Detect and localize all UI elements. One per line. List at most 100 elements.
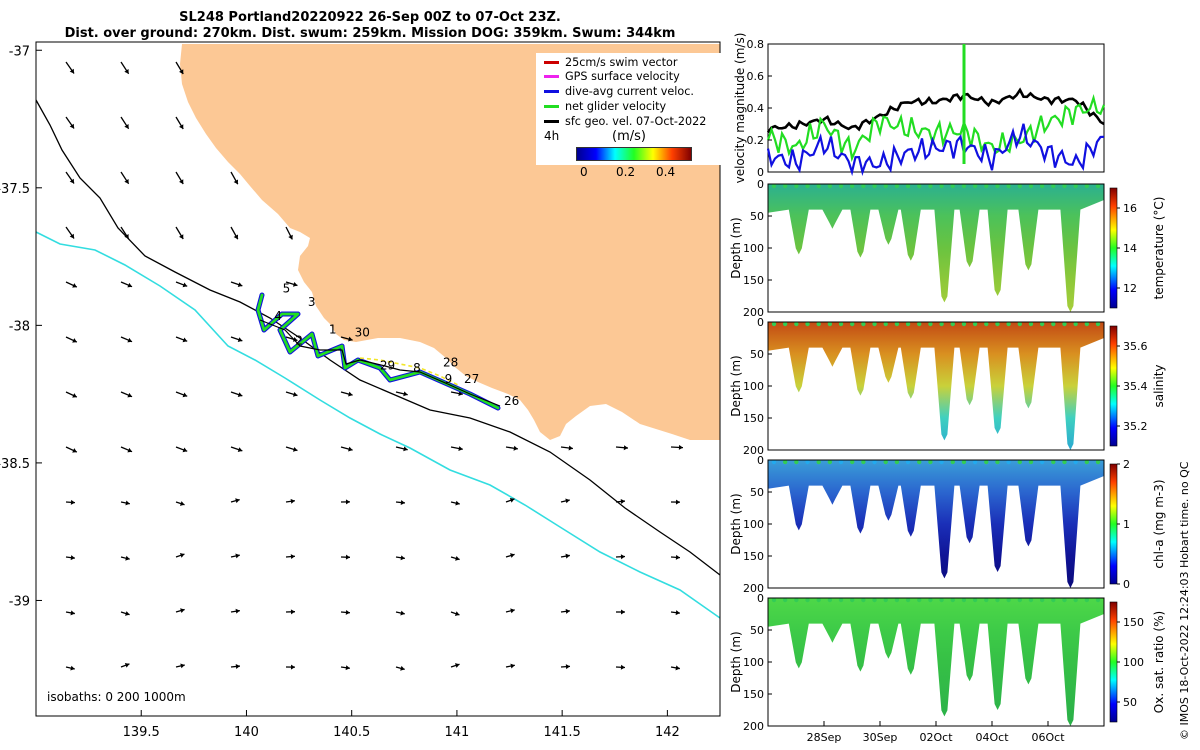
surface-sample xyxy=(984,321,989,327)
surface-sample xyxy=(850,183,855,189)
surface-sample xyxy=(1028,183,1034,189)
track-label: 30 xyxy=(355,325,370,339)
surface-sample xyxy=(961,321,967,327)
velocity-vector-head xyxy=(292,391,298,397)
section-panel: 0 50 100 150 200 Depth (m) 12 14 16 temperature (… xyxy=(729,178,1166,319)
figure-title-line1: SL248 Portland20220922 26-Sep 00Z to 07-… xyxy=(179,10,561,25)
velocity-vector-head xyxy=(127,447,133,453)
velocity-vector-head xyxy=(237,392,243,397)
surface-sample xyxy=(794,459,799,465)
velocity-vector-head xyxy=(127,337,133,343)
date-tick-label: 28Sep xyxy=(807,731,842,744)
surface-sample xyxy=(1006,459,1011,465)
depth-tick-label: 150 xyxy=(743,412,764,425)
velocity-vector-head xyxy=(348,336,353,342)
surface-sample xyxy=(1006,597,1011,603)
depth-tick-label: 100 xyxy=(743,242,764,255)
surface-sample xyxy=(1006,321,1011,327)
velocity-series-line xyxy=(766,93,1106,163)
surface-sample xyxy=(1073,459,1078,465)
velocity-vector-head xyxy=(182,392,188,398)
velocity-vector-head xyxy=(510,608,515,614)
legend-label: net glider velocity xyxy=(565,99,667,113)
velocity-vector-head xyxy=(675,665,680,671)
colorbar-tick-label: 14 xyxy=(1123,242,1137,255)
velocity-panel: 0 0.2 0.4 0.6 0.8 velocity magnitude (m/s) xyxy=(733,33,1106,184)
velocity-vector-head xyxy=(70,610,75,616)
colorbar-label: temperature (°C) xyxy=(1152,197,1166,300)
velocity-vector-head xyxy=(345,609,350,615)
map-ytick-label: -39 xyxy=(9,594,30,609)
surface-sample xyxy=(838,459,844,465)
surface-sample xyxy=(827,459,833,465)
surface-sample xyxy=(1051,597,1056,603)
velocity-vector-head xyxy=(125,555,130,561)
surface-sample xyxy=(883,183,888,189)
velocity-vector-head xyxy=(179,501,185,506)
velocity-ylabel: velocity magnitude (m/s) xyxy=(733,33,747,184)
velocity-vector-head xyxy=(235,553,240,559)
surface-sample xyxy=(995,597,1000,603)
surface-sample xyxy=(928,459,933,465)
velocity-vector-head xyxy=(70,665,75,671)
velocity-vector-head xyxy=(345,665,350,671)
surface-sample xyxy=(850,321,855,327)
depth-tick-label: 0 xyxy=(757,316,764,329)
velocity-vector-head xyxy=(179,69,184,75)
map-xtick-label: 141.5 xyxy=(544,725,581,740)
section-data-fill xyxy=(768,322,1104,450)
depth-tick-label: 100 xyxy=(743,518,764,531)
legend-label: sfc geo. vel. 07-Oct-2022 xyxy=(565,114,707,128)
depth-tick-label: 200 xyxy=(743,444,764,457)
surface-sample xyxy=(816,459,821,465)
velocity-vector-head xyxy=(675,610,680,616)
track-label: 8 xyxy=(413,361,421,375)
surface-sample xyxy=(1017,459,1022,465)
surface-sample xyxy=(1017,321,1022,327)
surface-sample xyxy=(1073,597,1078,603)
date-tick-label: 06Oct xyxy=(1031,731,1065,744)
velocity-vector-head xyxy=(400,555,405,561)
colorbar-label: salinity xyxy=(1152,364,1166,407)
velocity-vector-head xyxy=(675,554,680,560)
velocity-vector-head xyxy=(235,498,240,504)
date-tick-label: 02Oct xyxy=(919,731,953,744)
surface-sample xyxy=(782,597,788,603)
surface-sample xyxy=(984,597,989,603)
velocity-vector-head xyxy=(620,498,625,504)
surface-sample xyxy=(1095,597,1101,603)
velocity-ytick-label: 0.8 xyxy=(747,38,765,51)
surface-sample xyxy=(894,321,900,327)
track-day-labels: 5 3 4 1 30 2 29 8 28 9 27 26 xyxy=(274,281,519,408)
depth-tick-label: 50 xyxy=(750,486,764,499)
velocity-vector-head xyxy=(455,555,460,561)
surface-sample xyxy=(905,183,911,189)
depth-tick-label: 150 xyxy=(743,688,764,701)
velocity-vector-head xyxy=(510,663,515,669)
section-ylabel: Depth (m) xyxy=(729,355,743,416)
legend-item: dive-avg current veloc. xyxy=(544,84,694,98)
surface-sample xyxy=(972,597,978,603)
surface-sample xyxy=(928,183,933,189)
depth-tick-label: 50 xyxy=(750,348,764,361)
surface-sample xyxy=(995,183,1000,189)
velocity-vector-head xyxy=(290,498,295,504)
velocity-vector-head xyxy=(348,391,353,397)
velocity-vector-head xyxy=(125,611,130,616)
depth-tick-label: 200 xyxy=(743,306,764,319)
velocity-vector-head xyxy=(400,665,405,671)
track-label: 1 xyxy=(329,323,337,337)
surface-sample xyxy=(805,597,810,603)
legend-item: 25cm/s swim vector xyxy=(544,55,677,69)
velocity-vector-head xyxy=(237,447,243,452)
velocity-vector-head xyxy=(69,178,75,184)
velocity-vector-head xyxy=(454,611,460,616)
colorbar-tick-label: 100 xyxy=(1123,656,1144,669)
surface-sample xyxy=(894,183,900,189)
surface-sample xyxy=(1095,459,1101,465)
surface-sample xyxy=(872,459,877,465)
surface-sample xyxy=(939,321,944,327)
velocity-vector-head xyxy=(124,234,129,239)
surface-sample xyxy=(905,459,911,465)
map-xtick-label: 142 xyxy=(655,725,680,740)
